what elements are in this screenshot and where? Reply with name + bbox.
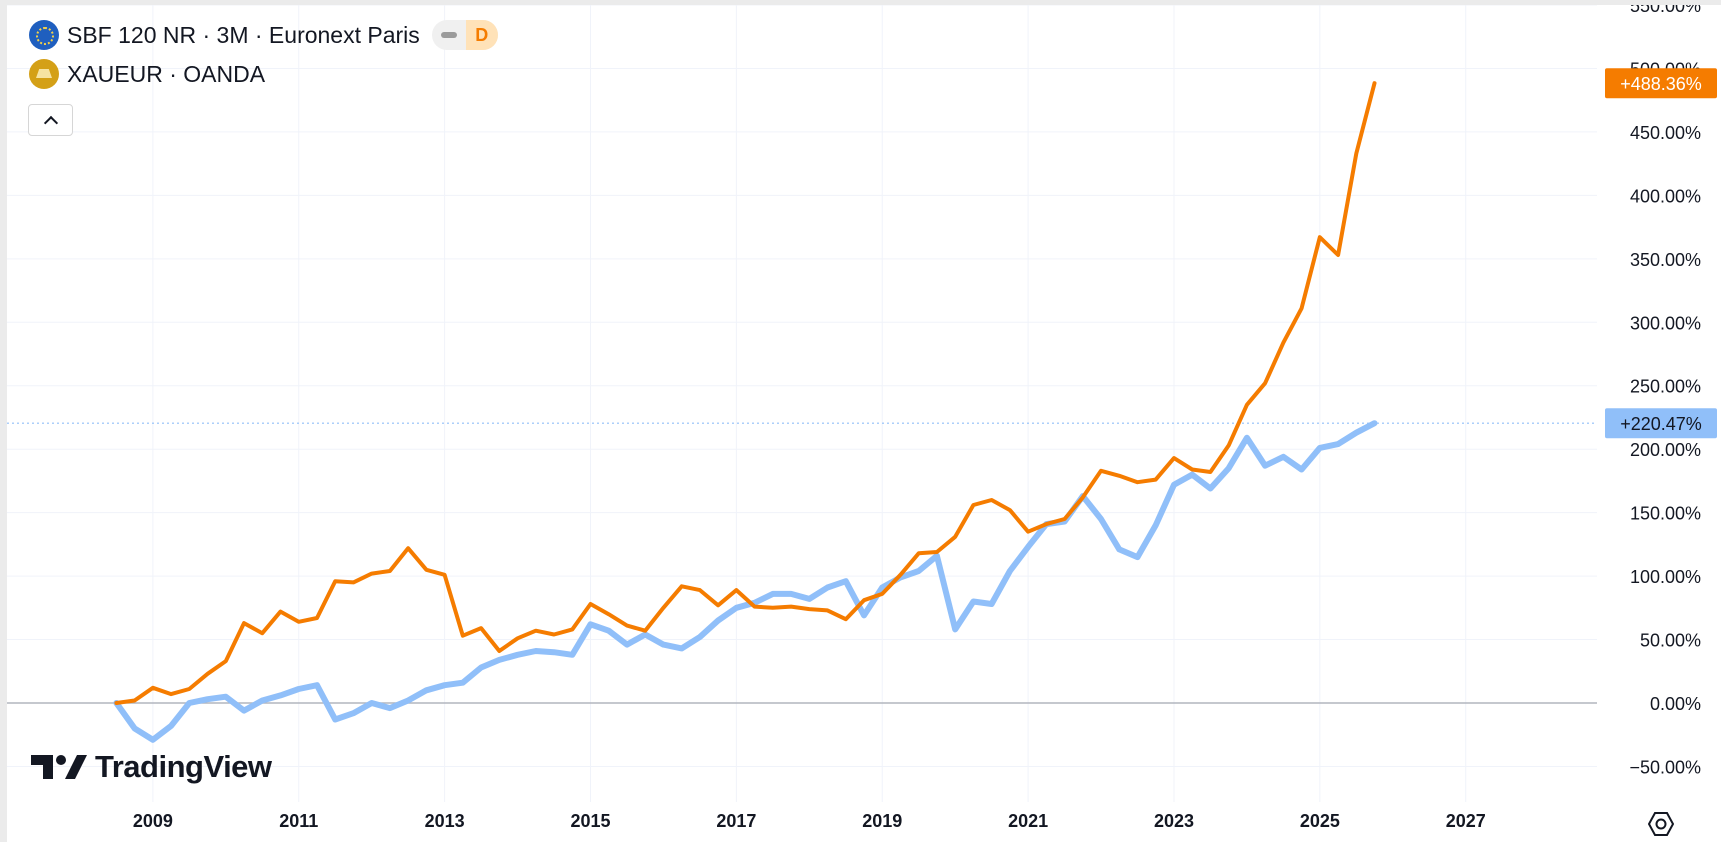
y-tick-label: 250.00% <box>1630 377 1701 397</box>
legend-label-sbf120: SBF 120 NR · 3M · Euronext Paris <box>67 21 420 48</box>
chevron-up-icon <box>43 115 58 130</box>
settings-icon[interactable] <box>1648 811 1674 837</box>
y-tick-label: −50.00% <box>1629 757 1701 777</box>
tradingview-logo-text: TradingView <box>95 749 272 784</box>
gold-bar-icon <box>29 59 59 89</box>
x-tick-label: 2009 <box>133 811 173 831</box>
x-tick-label: 2015 <box>570 811 610 831</box>
y-tick-label: 300.00% <box>1630 313 1701 333</box>
x-tick-label: 2025 <box>1300 811 1340 831</box>
chart-frame: −50.00% 0.00% 50.00% 100.00% 150.00% 200.00% 2… <box>0 5 1721 842</box>
series-status-pill[interactable]: D <box>431 20 498 50</box>
series-line[interactable] <box>114 81 1377 705</box>
x-tick-label: 2021 <box>1008 811 1048 831</box>
badge-label: +488.36% <box>1620 74 1702 94</box>
y-tick-label: 0.00% <box>1650 694 1701 714</box>
y-tick-label: 350.00% <box>1630 250 1701 270</box>
legend-row-sbf120[interactable]: SBF 120 NR · 3M · Euronext Paris D <box>29 19 498 51</box>
x-tick-label: 2027 <box>1446 811 1486 831</box>
x-tick-label: 2023 <box>1154 811 1194 831</box>
dash-icon <box>432 32 466 38</box>
y-tick-label: 400.00% <box>1630 186 1701 206</box>
badge-xaueur: +488.36% <box>1605 68 1717 99</box>
delayed-badge: D <box>465 20 498 50</box>
badge-label: +220.47% <box>1620 414 1702 434</box>
x-tick-label: 2019 <box>862 811 902 831</box>
y-tick-label: 550.00% <box>1630 5 1701 16</box>
x-tick-label: 2013 <box>425 811 465 831</box>
tradingview-logo-icon <box>31 755 87 779</box>
grid-lines <box>7 5 1597 802</box>
y-axis[interactable]: −50.00% 0.00% 50.00% 100.00% 150.00% 200.00% 2… <box>1629 5 1701 777</box>
y-tick-label: 450.00% <box>1630 123 1701 143</box>
badge-bg <box>1605 68 1717 99</box>
x-tick-label: 2017 <box>716 811 756 831</box>
series-lines <box>113 81 1378 743</box>
last-value-badges: +488.36% +220.47% <box>1605 68 1717 439</box>
badge-bg <box>1605 408 1717 439</box>
eu-flag-icon <box>29 20 59 50</box>
badge-sbf120: +220.47% <box>1605 408 1717 439</box>
x-tick-label: 2011 <box>279 811 318 831</box>
y-tick-label: 50.00% <box>1640 631 1701 651</box>
series-line[interactable] <box>113 420 1378 743</box>
legend-row-xaueur[interactable]: XAUEUR · OANDA <box>29 58 265 90</box>
x-axis[interactable]: 2009 2011 2013 2015 2017 2019 2021 2023 2025 2027 <box>133 811 1486 831</box>
y-tick-label: 150.00% <box>1630 504 1701 524</box>
chart-canvas[interactable]: −50.00% 0.00% 50.00% 100.00% 150.00% 200.00% 2… <box>7 5 1721 842</box>
tradingview-logo[interactable]: TradingView <box>31 747 272 787</box>
y-tick-label: 100.00% <box>1630 567 1701 587</box>
collapse-legend-button[interactable] <box>28 104 73 136</box>
y-tick-label: 200.00% <box>1630 440 1701 460</box>
legend-label-xaueur: XAUEUR · OANDA <box>67 60 266 87</box>
